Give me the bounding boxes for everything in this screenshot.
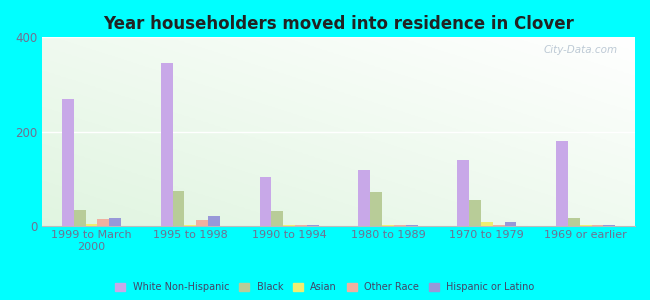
Legend: White Non-Hispanic, Black, Asian, Other Race, Hispanic or Latino: White Non-Hispanic, Black, Asian, Other …: [112, 279, 538, 295]
Bar: [172, 191, 185, 226]
Bar: [307, 225, 318, 226]
Bar: [481, 223, 493, 226]
Bar: [196, 220, 208, 226]
Bar: [504, 223, 516, 226]
Bar: [98, 219, 109, 226]
Bar: [493, 225, 504, 226]
Bar: [358, 169, 370, 226]
Bar: [73, 210, 86, 226]
Bar: [469, 200, 481, 226]
Bar: [603, 225, 616, 226]
Bar: [592, 225, 603, 226]
Bar: [283, 225, 295, 226]
Bar: [185, 225, 196, 226]
Bar: [161, 63, 172, 226]
Bar: [394, 225, 406, 226]
Bar: [259, 177, 271, 226]
Title: Year householders moved into residence in Clover: Year householders moved into residence i…: [103, 15, 574, 33]
Text: City-Data.com: City-Data.com: [543, 45, 618, 55]
Bar: [406, 225, 417, 226]
Bar: [208, 216, 220, 226]
Bar: [568, 218, 580, 226]
Bar: [580, 225, 592, 226]
Bar: [295, 225, 307, 226]
Bar: [382, 225, 394, 226]
Bar: [271, 211, 283, 226]
Bar: [62, 99, 73, 226]
Bar: [457, 160, 469, 226]
Bar: [86, 224, 97, 226]
Bar: [556, 141, 568, 226]
Bar: [370, 192, 382, 226]
Bar: [109, 218, 121, 226]
